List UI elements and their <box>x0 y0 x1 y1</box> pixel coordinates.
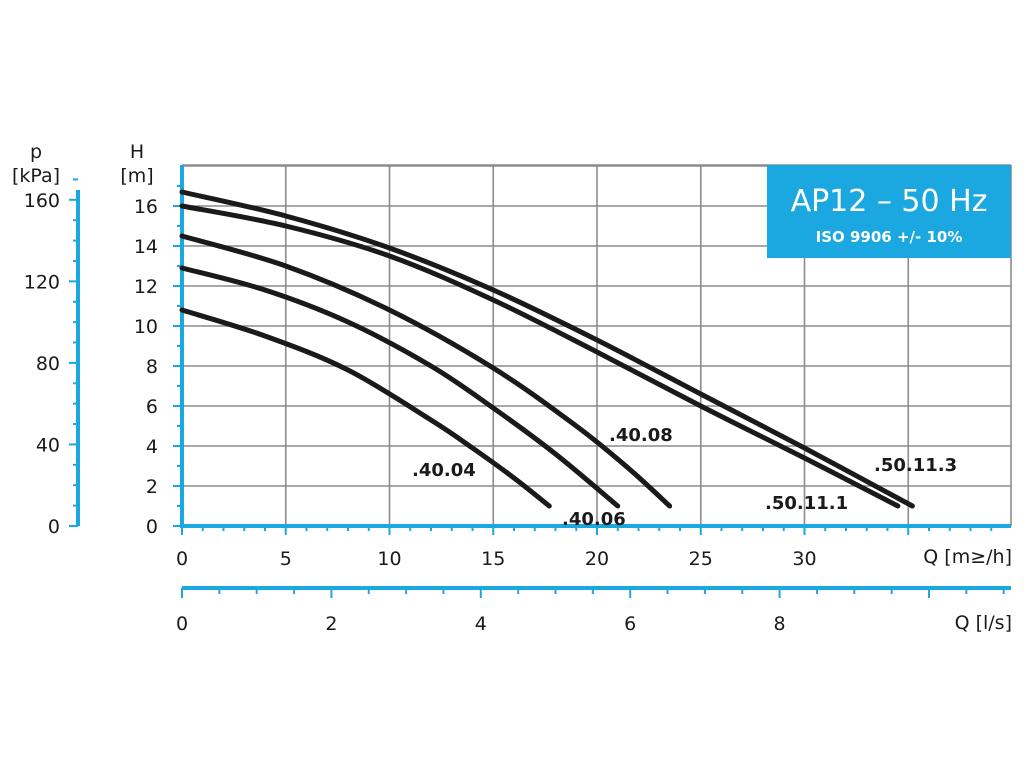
h-tick-label: 2 <box>146 476 158 498</box>
q-ls-tick-label: 8 <box>774 613 786 635</box>
q-m3h-tick-label: 0 <box>176 548 188 570</box>
h-tick-label: 16 <box>134 196 158 218</box>
curve-label: .40.08 <box>609 425 673 446</box>
q-ls-tick-label: 2 <box>325 613 337 635</box>
curve-label: .50.11.1 <box>765 493 848 514</box>
q-m3h-tick-label: 30 <box>792 548 816 570</box>
curve-ap12-4006 <box>182 268 618 506</box>
h-tick-label: 10 <box>134 316 158 338</box>
h-tick-label: 4 <box>146 436 158 458</box>
h-tick-label: 6 <box>146 396 158 418</box>
q-m3h-tick-label: 15 <box>481 548 505 570</box>
q-m3h-tick-label: 25 <box>689 548 713 570</box>
p-tick-label: 160 <box>24 190 60 212</box>
curve-label: .40.06 <box>562 509 626 530</box>
h-tick-label: 8 <box>146 356 158 378</box>
p-axis-symbol: p <box>30 141 42 163</box>
q-m3h-tick-label: 5 <box>280 548 292 570</box>
h-axis-symbol: H <box>130 141 144 163</box>
q-m3h-axis-label: Q [m≥/h] <box>923 546 1012 568</box>
p-tick-label: 0 <box>48 516 60 538</box>
p-tick-label: 80 <box>36 353 60 375</box>
q-m3h-tick-label: 20 <box>585 548 609 570</box>
q-ls-tick-label: 0 <box>176 613 188 635</box>
h-axis-unit: [m] <box>120 165 153 187</box>
q-ls-axis-label: Q [l/s] <box>955 612 1012 634</box>
h-tick-label: 14 <box>134 236 158 258</box>
p-axis-unit: [kPa] <box>12 165 60 187</box>
p-tick-label: 120 <box>24 271 60 293</box>
chart-subtitle: ISO 9906 +/- 10% <box>816 228 963 246</box>
curve-label: .50.11.3 <box>874 455 957 476</box>
q-m3h-tick-label: 10 <box>377 548 401 570</box>
h-tick-label: 12 <box>134 276 158 298</box>
curve-label: .40.04 <box>412 460 476 481</box>
q-ls-tick-label: 6 <box>624 613 636 635</box>
q-ls-tick-label: 4 <box>475 613 487 635</box>
p-tick-label: 40 <box>36 434 60 456</box>
chart-title: AP12 – 50 Hz <box>791 184 988 219</box>
h-tick-label: 0 <box>146 516 158 538</box>
